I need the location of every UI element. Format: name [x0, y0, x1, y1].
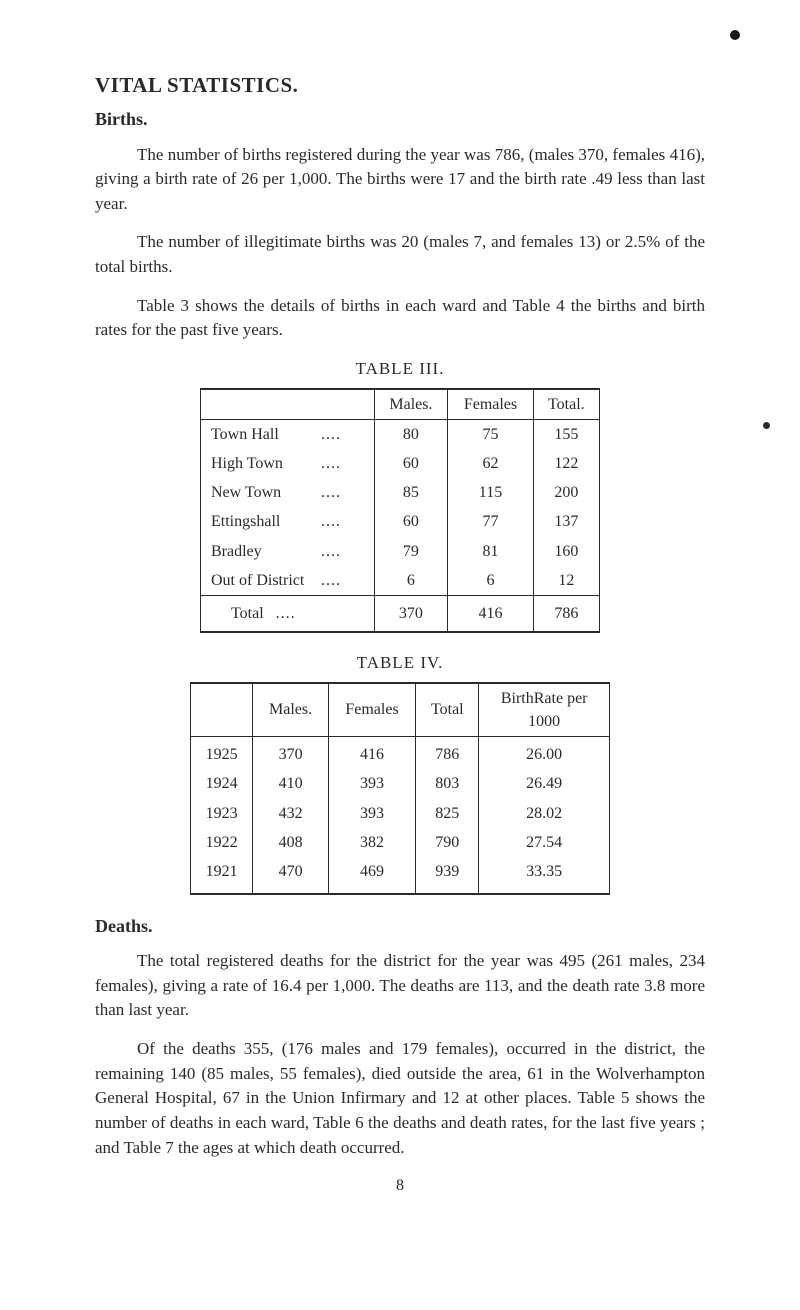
table-row: 192343239382528.02 [191, 799, 610, 828]
cell-r: 27.54 [479, 828, 610, 857]
cell-f: 393 [328, 769, 415, 798]
births-para-2: The number of illegitimate births was 20… [95, 230, 705, 279]
deaths-para-2: Of the deaths 355, (176 males and 179 fe… [95, 1037, 705, 1160]
table-row: 192441039380326.49 [191, 769, 610, 798]
cell-r: 26.00 [479, 737, 610, 770]
cell-females: 62 [448, 449, 533, 478]
cell-total: 160 [533, 537, 599, 566]
cell-y: 1923 [191, 799, 253, 828]
table-row: Town Hall....8075155 [201, 419, 600, 449]
table3-total-m: 370 [374, 595, 448, 632]
row-label: Out of District.... [201, 566, 375, 596]
cell-t: 803 [416, 769, 479, 798]
row-label: New Town.... [201, 478, 375, 507]
cell-r: 26.49 [479, 769, 610, 798]
cell-r: 28.02 [479, 799, 610, 828]
table4-caption: TABLE IV. [95, 651, 705, 676]
table3-h1: Males. [374, 389, 448, 420]
side-dot [763, 422, 770, 429]
cell-m: 408 [253, 828, 328, 857]
cell-t: 786 [416, 737, 479, 770]
main-heading: VITAL STATISTICS. [95, 70, 705, 100]
row-label: Town Hall.... [201, 419, 375, 449]
table4-h0 [191, 683, 253, 737]
table-4: Males. Females Total BirthRate per 1000 … [190, 682, 610, 895]
table3-h2: Females [448, 389, 533, 420]
table3-h3: Total. [533, 389, 599, 420]
page-number: 8 [95, 1174, 705, 1197]
table3-total-row: Total .... 370 416 786 [201, 595, 600, 632]
cell-males: 85 [374, 478, 448, 507]
cell-males: 79 [374, 537, 448, 566]
table-row: High Town....6062122 [201, 449, 600, 478]
cell-females: 75 [448, 419, 533, 449]
cell-y: 1922 [191, 828, 253, 857]
cell-m: 410 [253, 769, 328, 798]
cell-males: 60 [374, 449, 448, 478]
row-label: Ettingshall.... [201, 507, 375, 536]
cell-females: 115 [448, 478, 533, 507]
table4-h2: Females [328, 683, 415, 737]
cell-males: 6 [374, 566, 448, 596]
table4-header-row: Males. Females Total BirthRate per 1000 [191, 683, 610, 737]
cell-m: 370 [253, 737, 328, 770]
births-para-1: The number of births registered during t… [95, 143, 705, 217]
cell-females: 6 [448, 566, 533, 596]
table3-total-f: 416 [448, 595, 533, 632]
births-heading: Births. [95, 106, 705, 132]
table-row: Out of District....6612 [201, 566, 600, 596]
cell-f: 469 [328, 857, 415, 894]
cell-f: 393 [328, 799, 415, 828]
cell-total: 122 [533, 449, 599, 478]
corner-dot [730, 30, 740, 40]
cell-total: 200 [533, 478, 599, 507]
cell-total: 155 [533, 419, 599, 449]
table3-caption: TABLE III. [95, 357, 705, 382]
table-row: 192537041678626.00 [191, 737, 610, 770]
row-label: Bradley.... [201, 537, 375, 566]
cell-m: 470 [253, 857, 328, 894]
cell-m: 432 [253, 799, 328, 828]
table3-total-t: 786 [533, 595, 599, 632]
deaths-para-1: The total registered deaths for the dist… [95, 949, 705, 1023]
cell-females: 81 [448, 537, 533, 566]
cell-t: 790 [416, 828, 479, 857]
cell-t: 825 [416, 799, 479, 828]
table3-header-row: Males. Females Total. [201, 389, 600, 420]
table-row: Ettingshall....6077137 [201, 507, 600, 536]
table4-h1: Males. [253, 683, 328, 737]
table-row: 192240838279027.54 [191, 828, 610, 857]
cell-males: 60 [374, 507, 448, 536]
table4-h4: BirthRate per 1000 [479, 683, 610, 737]
births-para-3: Table 3 shows the details of births in e… [95, 294, 705, 343]
cell-t: 939 [416, 857, 479, 894]
table-row: Bradley....7981160 [201, 537, 600, 566]
cell-f: 382 [328, 828, 415, 857]
cell-females: 77 [448, 507, 533, 536]
cell-y: 1925 [191, 737, 253, 770]
deaths-heading: Deaths. [95, 913, 705, 939]
cell-total: 12 [533, 566, 599, 596]
table-3: Males. Females Total. Town Hall....80751… [200, 388, 600, 634]
row-label: High Town.... [201, 449, 375, 478]
table3-total-label: Total .... [201, 595, 375, 632]
cell-total: 137 [533, 507, 599, 536]
cell-r: 33.35 [479, 857, 610, 894]
cell-f: 416 [328, 737, 415, 770]
table-row: New Town....85115200 [201, 478, 600, 507]
table-row: 192147046993933.35 [191, 857, 610, 894]
cell-y: 1921 [191, 857, 253, 894]
cell-males: 80 [374, 419, 448, 449]
table3-h0 [201, 389, 375, 420]
cell-y: 1924 [191, 769, 253, 798]
table4-h3: Total [416, 683, 479, 737]
